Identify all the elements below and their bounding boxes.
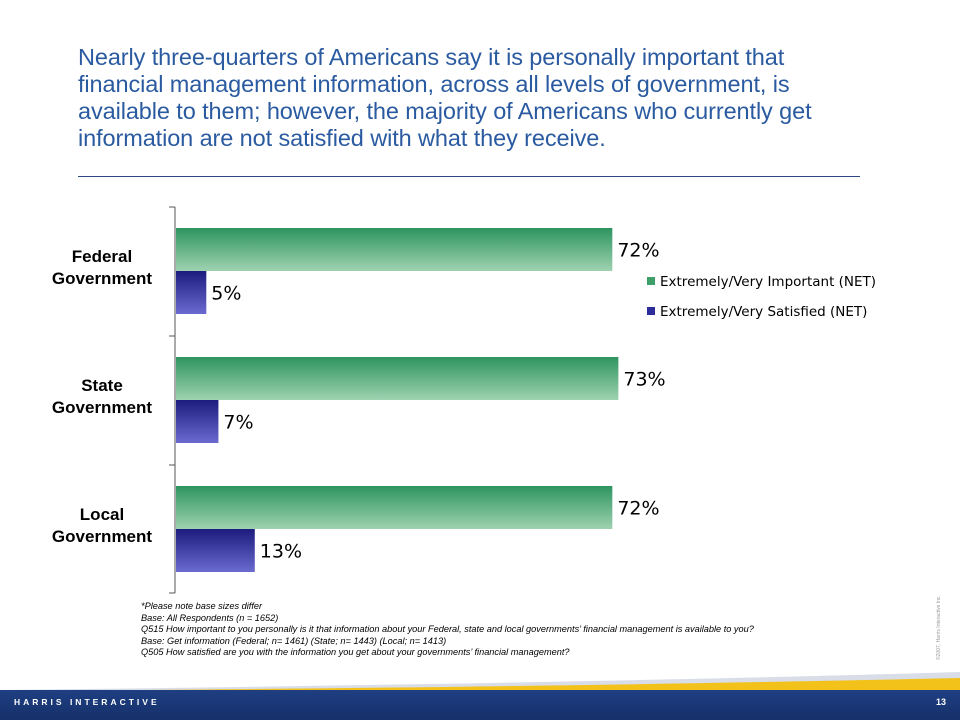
- brand-name: HARRIS INTERACTIVE: [14, 697, 160, 707]
- data-label: 72%: [617, 498, 659, 520]
- data-label: 13%: [260, 541, 302, 563]
- category-label: Government: [52, 527, 152, 546]
- bar: [176, 529, 255, 572]
- title-divider: [78, 176, 860, 177]
- category-label: Federal: [72, 247, 132, 266]
- data-label: 72%: [617, 240, 659, 262]
- data-label: 73%: [623, 369, 665, 391]
- copyright-text: ©2007, Harris Interactive Inc.: [936, 595, 942, 660]
- legend-label: Extremely/Very Important (NET): [660, 274, 876, 290]
- data-label: 7%: [223, 412, 253, 434]
- footnote-line: Base: All Respondents (n = 1652): [141, 612, 279, 623]
- category-label: Government: [52, 398, 152, 417]
- legend-swatch: [647, 307, 655, 315]
- footnote-line: Q515 How important to you personally is …: [141, 624, 754, 634]
- category-label: State: [81, 376, 123, 395]
- category-label: Local: [80, 505, 124, 524]
- page-number: 13: [935, 697, 946, 707]
- footnote-line: *Please note base sizes differ: [141, 601, 263, 611]
- bar: [176, 271, 207, 314]
- bar: [176, 486, 613, 529]
- legend-label: Extremely/Very Satisfied (NET): [660, 304, 867, 320]
- slide-title: Nearly three-quarters of Americans say i…: [78, 44, 812, 151]
- bar: [176, 400, 219, 443]
- legend-swatch: [647, 277, 655, 285]
- footer-swoosh: [0, 672, 960, 691]
- bar-chart: Federal Government 72% 5% State Government 73%…: [52, 206, 876, 594]
- category-label: Government: [52, 269, 152, 288]
- footnote-line: Base: Get information (Federal; n= 1461)…: [141, 635, 447, 646]
- footnote-line: Q505 How satisfied are you with the info…: [141, 647, 570, 657]
- bar: [176, 357, 619, 400]
- footer-bar: [0, 690, 960, 720]
- bar: [176, 228, 613, 271]
- footnotes: *Please note base sizes differ Base: All…: [141, 601, 951, 659]
- data-label: 5%: [211, 283, 241, 305]
